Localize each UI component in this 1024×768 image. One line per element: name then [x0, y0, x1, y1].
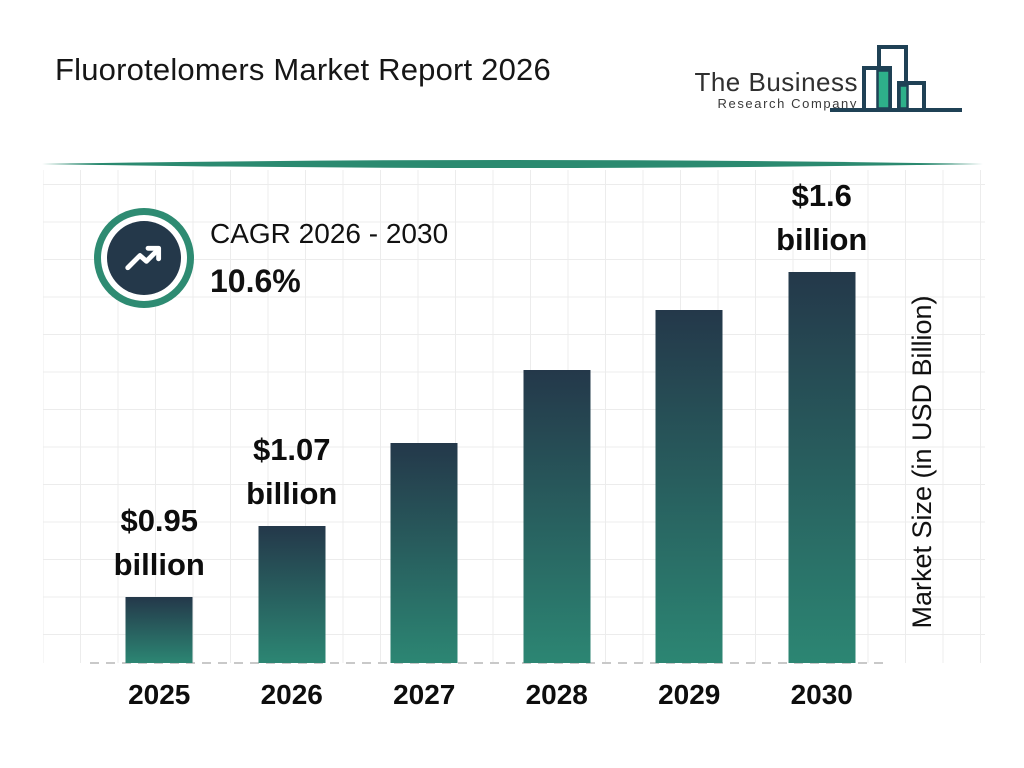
- cagr-value: 10.6%: [210, 263, 301, 299]
- company-logo-text: The Business Research Company: [694, 68, 858, 111]
- page-title: Fluorotelomers Market Report 2026: [55, 52, 551, 87]
- bar-2030: [788, 272, 856, 663]
- bar-column-2027: 2027: [358, 170, 491, 710]
- x-tick-2029: 2029: [658, 679, 721, 710]
- x-tick-2030: 2030: [790, 679, 853, 710]
- value-label-2025: $0.95 billion: [113, 503, 205, 582]
- bar-column-2026: $1.07 billion 2026: [226, 170, 359, 710]
- bar-2026: [258, 526, 326, 663]
- bar-2028: [523, 370, 591, 663]
- logo-name: The Business: [694, 67, 858, 97]
- bar-column-2025: $0.95 billion 2025: [93, 170, 226, 710]
- x-tick-2025: 2025: [128, 679, 191, 710]
- cagr-badge: [94, 208, 194, 308]
- x-axis-baseline: [90, 662, 890, 664]
- x-tick-2026: 2026: [260, 679, 323, 710]
- logo-subname: Research Company: [717, 96, 858, 111]
- trending-up-icon: [107, 221, 181, 295]
- bar-2029: [655, 310, 723, 663]
- bar-column-2028: 2028: [491, 170, 624, 710]
- bar-column-2029: 2029: [623, 170, 756, 710]
- bar-chart: $0.95 billion 2025 $1.07 billion 2026 20…: [93, 170, 889, 710]
- bar-2027: [390, 443, 458, 663]
- company-logo-bars-icon: [830, 45, 962, 112]
- y-axis-label: Market Size (in USD Billion): [907, 295, 937, 629]
- value-label-2026: $1.07 billion: [246, 432, 338, 511]
- x-tick-2028: 2028: [525, 679, 588, 710]
- x-tick-2027: 2027: [393, 679, 456, 710]
- cagr-badge-ring: [101, 215, 187, 301]
- value-label-2030: $1.6 billion: [776, 178, 868, 257]
- divider-line: [42, 160, 983, 168]
- bar-2025: [125, 597, 193, 663]
- bar-column-2030: $1.6 billion 2030: [756, 170, 889, 710]
- cagr-period-label: CAGR 2026 - 2030: [210, 218, 449, 249]
